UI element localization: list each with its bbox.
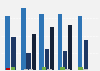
Bar (24, 69, 28, 70)
Bar (47, 69, 52, 70)
Bar (84, 69, 88, 70)
Bar (60, 67, 64, 70)
Bar (11, 67, 15, 70)
Bar (26, 53, 31, 70)
Bar (32, 34, 36, 70)
Bar (6, 68, 10, 70)
Bar (65, 69, 70, 70)
Bar (39, 14, 44, 70)
Bar (21, 8, 26, 70)
Bar (68, 25, 72, 70)
Bar (45, 49, 49, 70)
Bar (42, 67, 46, 70)
Bar (84, 40, 88, 70)
Bar (5, 16, 10, 70)
Bar (50, 27, 54, 70)
Bar (58, 14, 62, 70)
Bar (78, 67, 83, 70)
Bar (63, 51, 67, 70)
Bar (11, 37, 16, 70)
Bar (29, 69, 33, 70)
Bar (78, 16, 82, 70)
